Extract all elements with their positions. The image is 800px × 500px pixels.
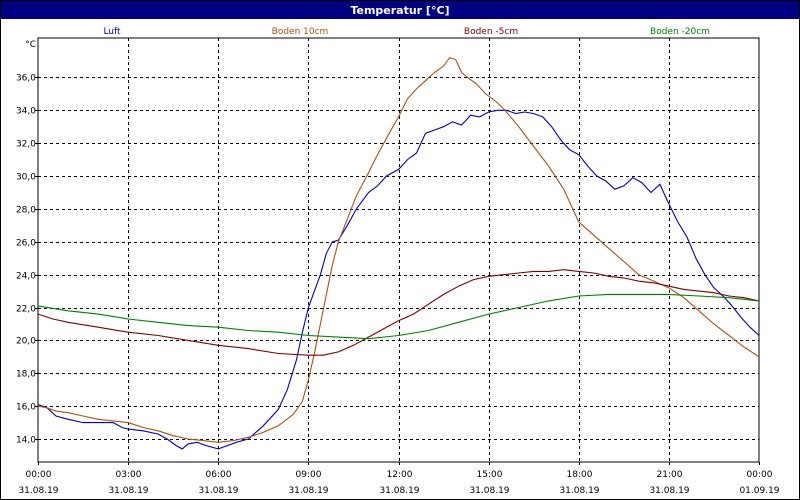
series-line-1 [37,109,760,450]
y-tick-label: 28,0 [16,206,36,216]
legend-entry-2: Boden 10cm [272,27,329,37]
x-tick-time-label: 18:00 [567,470,593,480]
legend: Luft Boden 10cm Boden -5cm Boden -20cm [103,27,710,37]
y-tick-label: 14,0 [16,436,36,446]
series-line-2 [37,57,760,443]
y-tick-label: 30,0 [16,173,36,183]
x-tick-date-label: 31.08.19 [649,486,689,496]
series-line-4 [37,293,760,340]
plot-frame [37,37,760,463]
x-tick-time-label: 09:00 [296,470,322,480]
series-line-3 [37,269,760,356]
series-layer [37,57,760,450]
x-tick-time-label: 00:00 [747,470,773,480]
x-tick-time-label: 00:00 [26,470,52,480]
x-tick-date-label: 31.08.19 [379,486,419,496]
x-tick-time-label: 15:00 [477,470,503,480]
x-tick-date-label: 31.08.19 [198,486,238,496]
x-tick-date-label: 31.08.19 [559,486,599,496]
legend-entry-3: Boden -5cm [464,27,518,37]
x-tick-time-label: 21:00 [657,470,683,480]
legend-entry-1: Luft [103,27,121,37]
x-tick-date-label: 31.08.19 [18,486,58,496]
y-tick-label: 36,0 [16,74,36,84]
x-tick-time-label: 06:00 [206,470,232,480]
axes: 14,0 16,0 18,0 20,0 22,0 24,0 26,0 28,0 30,0 32,0… [16,37,780,496]
x-tick-date-label: 31.08.19 [108,486,148,496]
y-tick-label: 22,0 [16,305,36,315]
y-tick-label: 16,0 [16,403,36,413]
y-tick-label: 32,0 [16,140,36,150]
x-tick-time-label: 12:00 [387,470,413,480]
x-tick-date-label: 01.09.19 [739,486,779,496]
x-tick-date-label: 31.08.19 [288,486,328,496]
y-tick-label: 26,0 [16,239,36,249]
y-tick-label: 34,0 [16,107,36,117]
x-tick-time-label: 03:00 [116,470,142,480]
y-axis-unit-label: °C [25,40,36,50]
window-title: Temperatur [°C] [1,1,799,19]
x-tick-date-label: 31.08.19 [469,486,509,496]
y-tick-label: 20,0 [16,337,36,347]
legend-entry-4: Boden -20cm [650,27,710,37]
y-tick-label: 24,0 [16,272,36,282]
grid [38,38,759,462]
y-tick-label: 18,0 [16,370,36,380]
